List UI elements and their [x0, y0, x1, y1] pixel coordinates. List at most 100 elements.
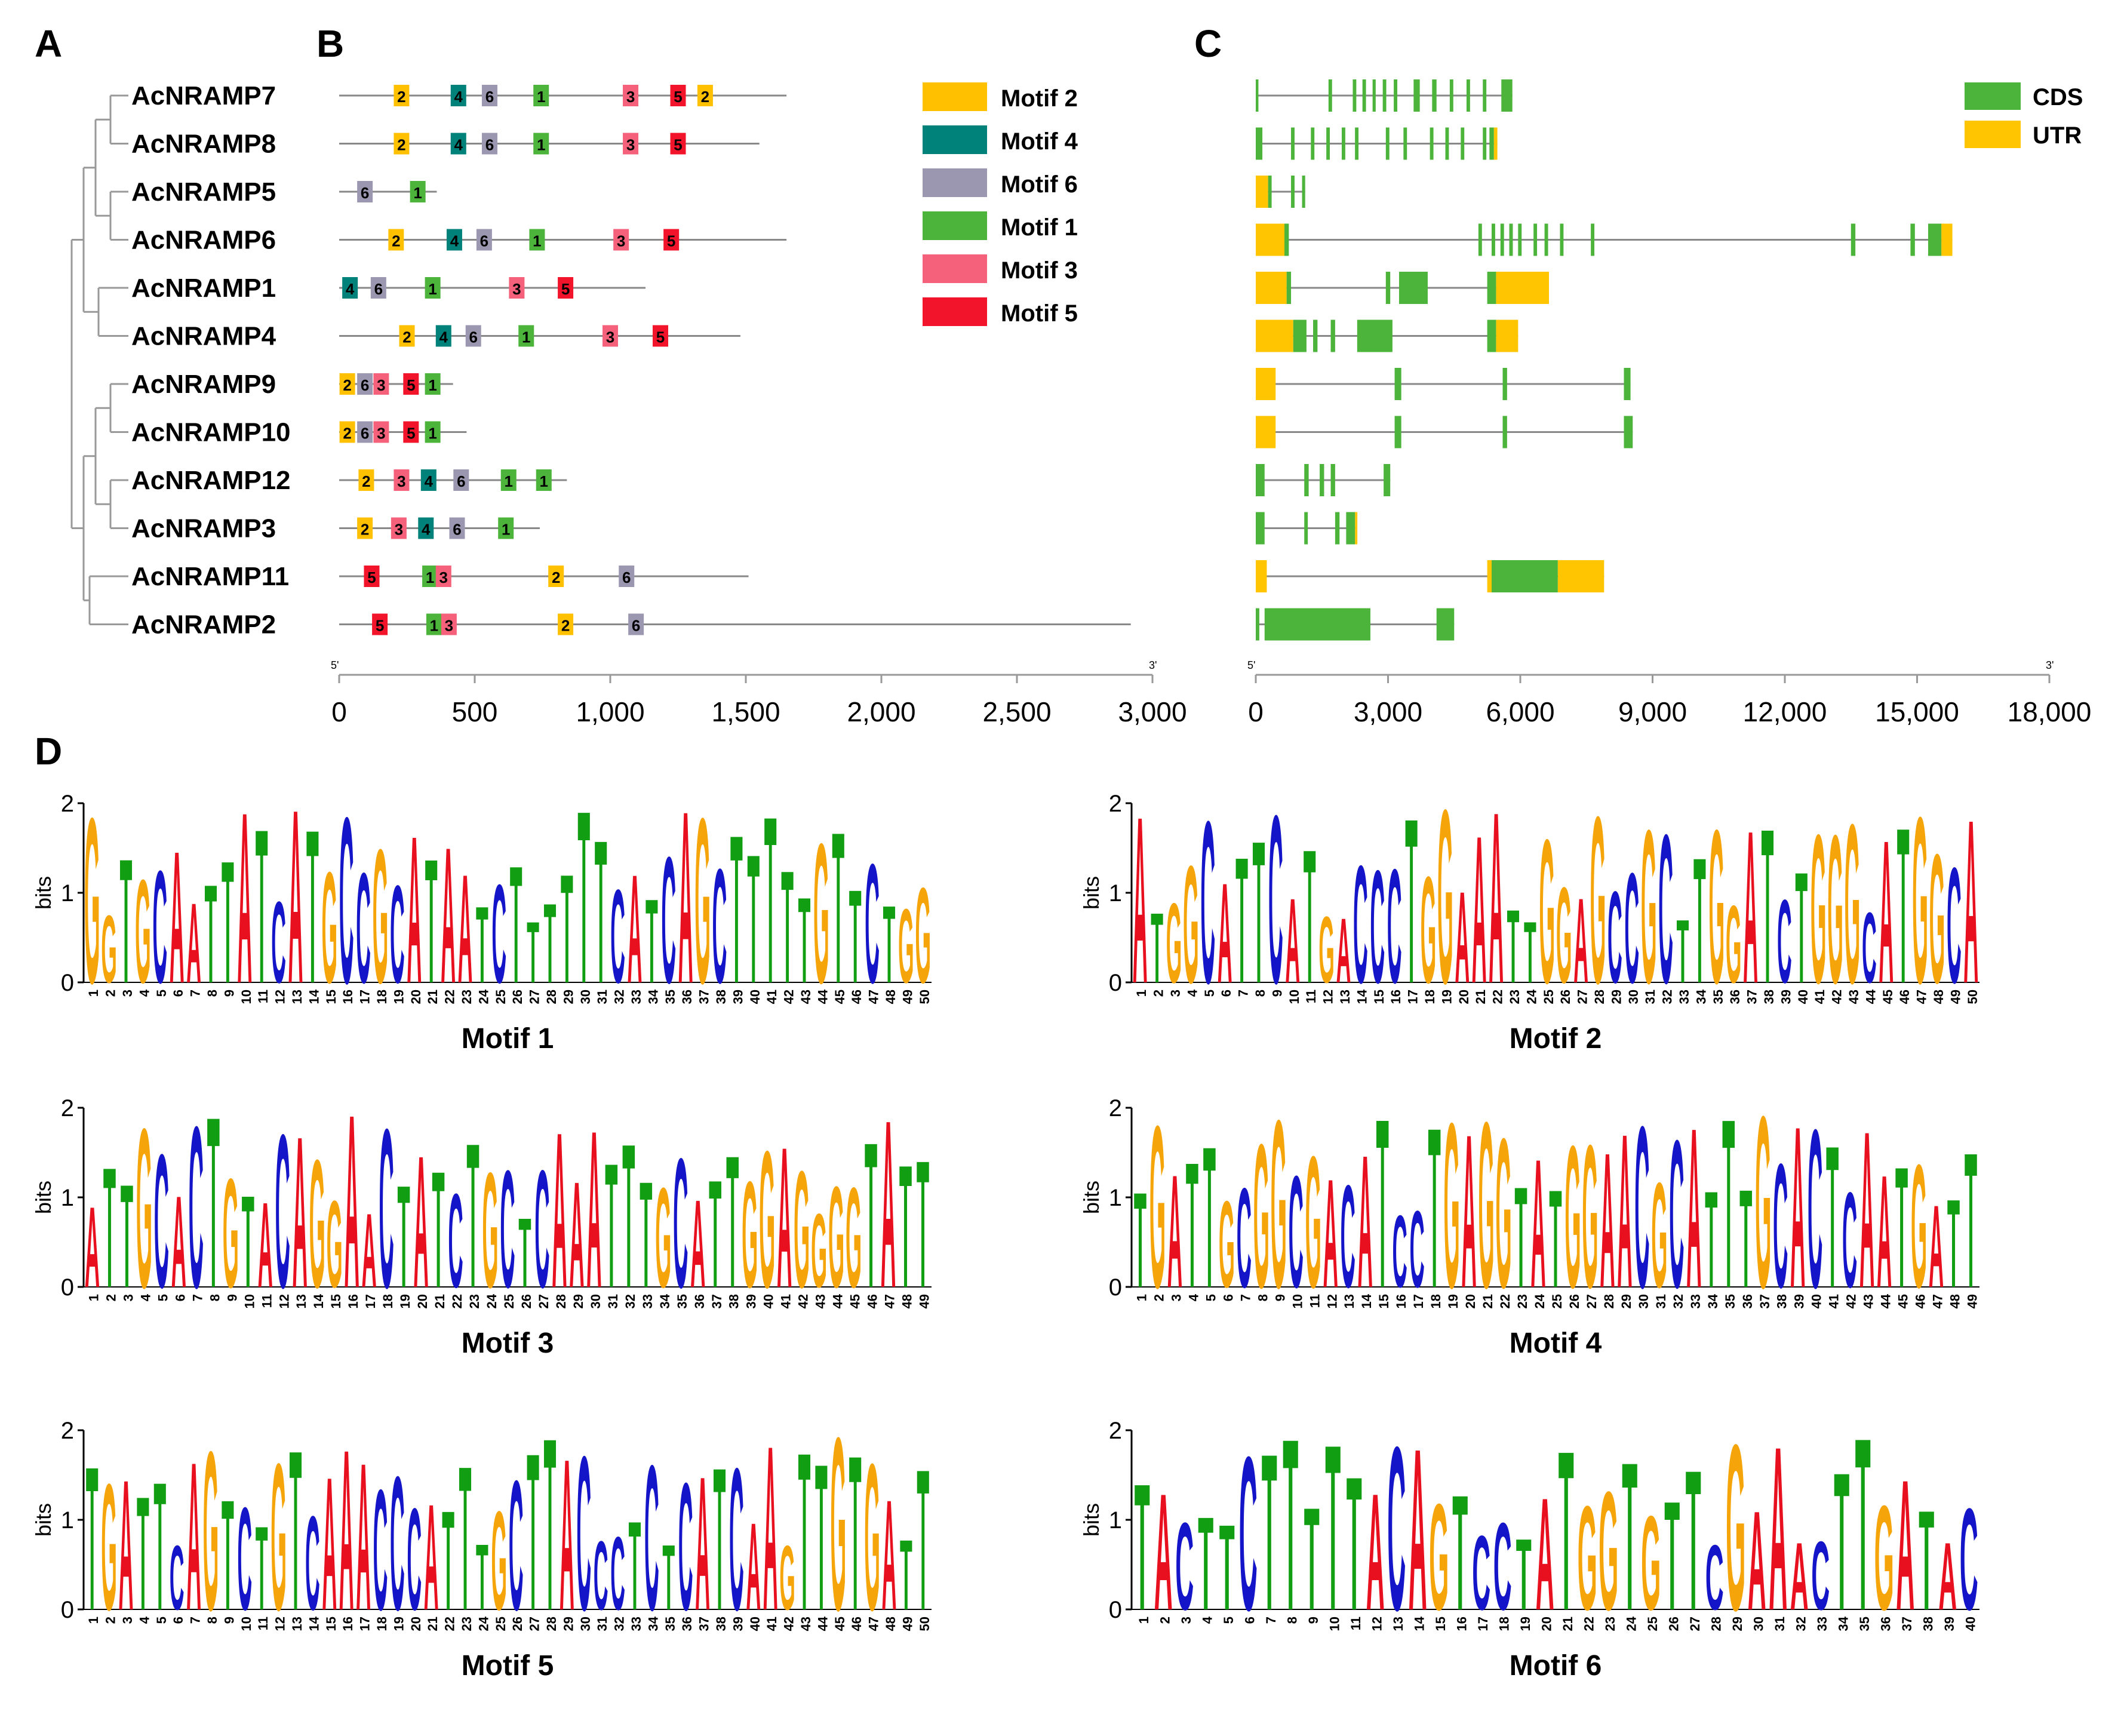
logo-position-label: 32	[612, 1617, 627, 1631]
cds-block	[1385, 127, 1390, 160]
logo-position-label: 42	[796, 1294, 811, 1308]
logo-letter: T	[1622, 1419, 1637, 1655]
logo-letter: A	[171, 1169, 186, 1315]
logo-position-label: 29	[1609, 990, 1624, 1004]
motif-box	[357, 373, 373, 395]
logo-letter: C	[1634, 1079, 1649, 1336]
logo-letter: C	[1493, 1497, 1512, 1636]
logo-letter: G	[1444, 1075, 1460, 1338]
logo-letter: A	[690, 1173, 705, 1313]
utr-block	[1256, 368, 1276, 400]
logo-letter: A	[1896, 1442, 1914, 1649]
cds-block	[1335, 512, 1340, 545]
logo-position-label: 7	[188, 990, 203, 997]
logo-letter: G	[813, 803, 829, 1025]
logo-position-label: 40	[761, 1294, 776, 1308]
logo-letter: T	[510, 831, 522, 1018]
logo-position-label: 13	[294, 1294, 309, 1308]
logo-position-label: 47	[1914, 990, 1929, 1004]
motif-box	[435, 566, 451, 587]
logo-position-label: 6	[173, 1294, 187, 1301]
motif-number: 6	[361, 425, 369, 443]
logo-letter: T	[518, 1199, 531, 1308]
logo-letter: A	[763, 1397, 778, 1660]
cds-block	[1256, 79, 1259, 112]
motif-number: 3	[626, 136, 635, 154]
logo-letter: A	[1929, 1181, 1944, 1312]
logo-position-label: 45	[1896, 1294, 1911, 1308]
logo-position-label: 24	[476, 989, 491, 1004]
logo-letter: T	[1186, 1126, 1198, 1325]
logo-position-label: 41	[1812, 990, 1827, 1004]
motif-number: 3	[606, 328, 614, 346]
logo-letter: T	[1524, 904, 1536, 1001]
logo-position-label: 27	[527, 990, 542, 1004]
logo-letter: C	[237, 1477, 252, 1642]
logo-letter: G	[491, 1482, 508, 1640]
logo-letter: C	[661, 819, 676, 1021]
logo-letter: A	[1462, 1089, 1477, 1334]
logo-title: Motif 2	[1510, 1023, 1602, 1055]
logo-letter: G	[655, 1159, 671, 1318]
cds-block	[1500, 223, 1504, 256]
logo-letter: T	[1405, 770, 1418, 1033]
logo-letter: A	[170, 812, 185, 1023]
cds-block	[1403, 127, 1407, 160]
cds-block	[1256, 127, 1263, 160]
logo-position-label: 10	[1290, 1294, 1305, 1308]
motif-box	[394, 469, 410, 491]
logo-position-label: 12	[1321, 990, 1336, 1004]
logo-title: Motif 3	[462, 1328, 554, 1359]
logo-position-label: 34	[1836, 1616, 1851, 1631]
logo-letter: A	[1790, 1079, 1805, 1336]
logo-letter: C	[390, 1437, 405, 1651]
logo-letter: C	[275, 1089, 290, 1334]
logo-position-label: 21	[1480, 1294, 1495, 1308]
cds-block	[1533, 223, 1538, 256]
motif-box	[339, 421, 355, 443]
logo-letter: G	[327, 1175, 343, 1314]
logo-letter: A	[1686, 1081, 1701, 1336]
logo-letter: C	[339, 768, 354, 1033]
motif-box	[481, 85, 497, 106]
logo-position-label: 1	[86, 1294, 101, 1301]
panel-label-a: A	[35, 22, 62, 65]
logo-title: Motif 4	[1510, 1328, 1602, 1359]
logo-position-label: 10	[1287, 990, 1302, 1004]
logo-position-label: 13	[1338, 990, 1353, 1004]
logo-letter: G	[915, 861, 932, 1012]
logo-letter: G	[1437, 758, 1453, 1036]
logo-letter: C	[644, 1423, 659, 1654]
logo-letter: A	[1769, 1399, 1787, 1660]
motif-box	[548, 566, 564, 587]
panel-label-d: D	[35, 730, 62, 773]
logo-letter: G	[1166, 880, 1182, 1007]
logo-letter: A	[345, 1064, 359, 1340]
logo-position-label: 5	[1203, 1294, 1218, 1301]
cds-block	[1394, 368, 1401, 400]
logo-position-label: 28	[1592, 990, 1607, 1004]
logo-letter: T	[121, 1155, 133, 1319]
logo-position-label: 35	[1711, 990, 1726, 1004]
logo-position-label: 49	[900, 990, 915, 1004]
logo-position-label: 15	[1372, 990, 1387, 1004]
logo-letter: A	[288, 758, 303, 1036]
logo-letter: T	[883, 884, 896, 1007]
logo-letter: G	[1845, 778, 1861, 1031]
logo-position-label: 42	[782, 1617, 797, 1631]
logo-letter: T	[1253, 799, 1265, 1026]
logo-letter: G	[1726, 1395, 1745, 1660]
logo-letter: T	[1762, 783, 1774, 1030]
utr-block	[1557, 560, 1604, 592]
logo-letter: T	[1855, 1388, 1871, 1663]
logo-letter: T	[605, 1126, 617, 1325]
logo-letter: G	[831, 1386, 847, 1662]
logo-position-label: 17	[358, 990, 373, 1004]
logo-y-label: bits	[31, 1181, 56, 1214]
cds-block	[1501, 79, 1513, 112]
logo-letter: C	[1353, 831, 1368, 1018]
logo-position-label: 6	[1242, 1617, 1257, 1624]
logo-letter: G	[1599, 1457, 1618, 1645]
logo-position-label: 33	[629, 990, 644, 1004]
logo-position-label: 40	[1809, 1294, 1824, 1308]
